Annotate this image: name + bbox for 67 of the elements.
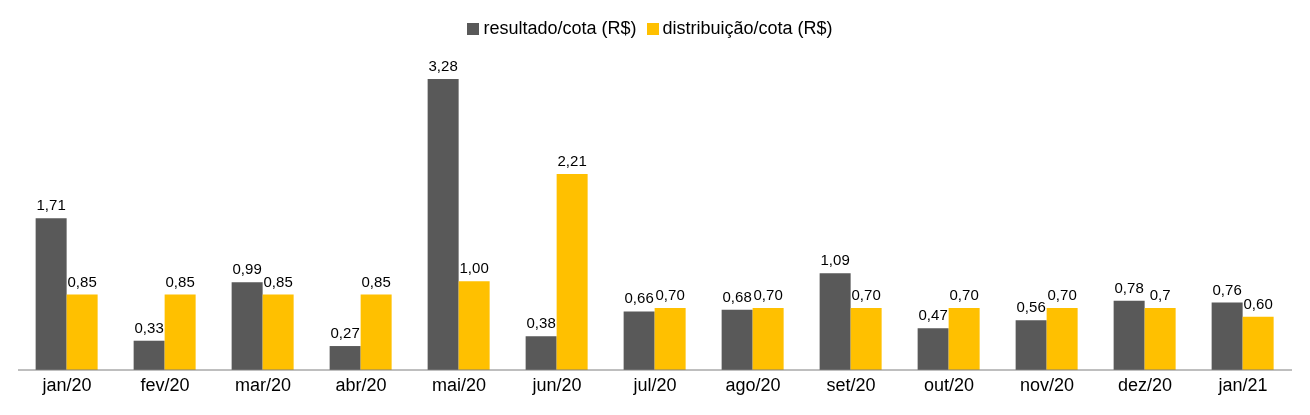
data-label: 0,99 (232, 260, 262, 278)
data-label: 0,47 (918, 306, 948, 324)
bar (458, 281, 490, 370)
bar (360, 294, 392, 370)
bar (752, 307, 784, 370)
bar (262, 294, 294, 370)
x-tick-label: out/20 (923, 374, 975, 395)
bar (654, 307, 686, 370)
legend-label: distribuição/cota (R$) (662, 18, 833, 38)
x-tick-label: jul/20 (632, 374, 677, 395)
bar (1211, 302, 1243, 370)
data-label: 0,85 (361, 272, 391, 290)
x-tick-label: mar/20 (234, 374, 292, 395)
x-tick-label: fev/20 (140, 374, 190, 395)
data-label: 0,70 (655, 285, 685, 303)
data-label: 2,21 (557, 151, 587, 169)
data-label: 0,70 (1047, 285, 1077, 303)
bar (35, 218, 67, 370)
bar (721, 309, 753, 370)
data-label: 0,85 (165, 272, 195, 290)
x-tick-label: jun/20 (531, 374, 582, 395)
x-tick-label: ago/20 (725, 374, 781, 395)
x-tick-label: jan/21 (1217, 374, 1268, 395)
bar (850, 307, 882, 370)
bar (427, 79, 459, 370)
data-label: 0,56 (1016, 298, 1046, 316)
data-label: 0,66 (624, 289, 654, 307)
bar (556, 173, 588, 370)
x-tick-label: nov/20 (1019, 374, 1075, 395)
data-label: 1,09 (820, 251, 850, 269)
data-label: 1,71 (36, 196, 66, 214)
data-label: 0,60 (1243, 294, 1273, 312)
x-tick-label: jan/20 (41, 374, 92, 395)
data-label: 0,70 (753, 285, 783, 303)
bar (623, 311, 655, 370)
bar (1113, 300, 1145, 370)
data-label: 0,85 (263, 272, 293, 290)
bar (231, 282, 263, 370)
bar (133, 340, 165, 370)
bar (66, 294, 98, 370)
bar (525, 336, 557, 370)
data-label: 0,7 (1149, 285, 1171, 303)
data-label: 0,68 (722, 287, 752, 305)
data-label: 0,78 (1114, 278, 1144, 296)
data-label: 1,00 (459, 259, 489, 277)
data-label: 0,76 (1212, 280, 1242, 298)
x-tick-label: set/20 (826, 374, 876, 395)
data-label: 0,85 (67, 272, 97, 290)
x-tick-label: mai/20 (431, 374, 487, 395)
x-tick-label: abr/20 (335, 374, 387, 395)
bar (1046, 307, 1078, 370)
data-label: 0,33 (134, 318, 164, 336)
legend-label: resultado/cota (R$) (483, 18, 637, 38)
x-tick-label: dez/20 (1117, 374, 1173, 395)
bar (819, 273, 851, 370)
data-label: 3,28 (428, 57, 458, 74)
bar (948, 307, 980, 370)
bar (1015, 320, 1047, 370)
data-label: 0,70 (949, 285, 979, 303)
data-label: 0,38 (526, 314, 556, 332)
bar (917, 328, 949, 370)
bar (1144, 307, 1176, 370)
bar (1242, 316, 1274, 370)
bar (329, 346, 361, 370)
bar (164, 294, 196, 370)
data-label: 0,27 (330, 324, 360, 342)
data-label: 0,70 (851, 285, 881, 303)
